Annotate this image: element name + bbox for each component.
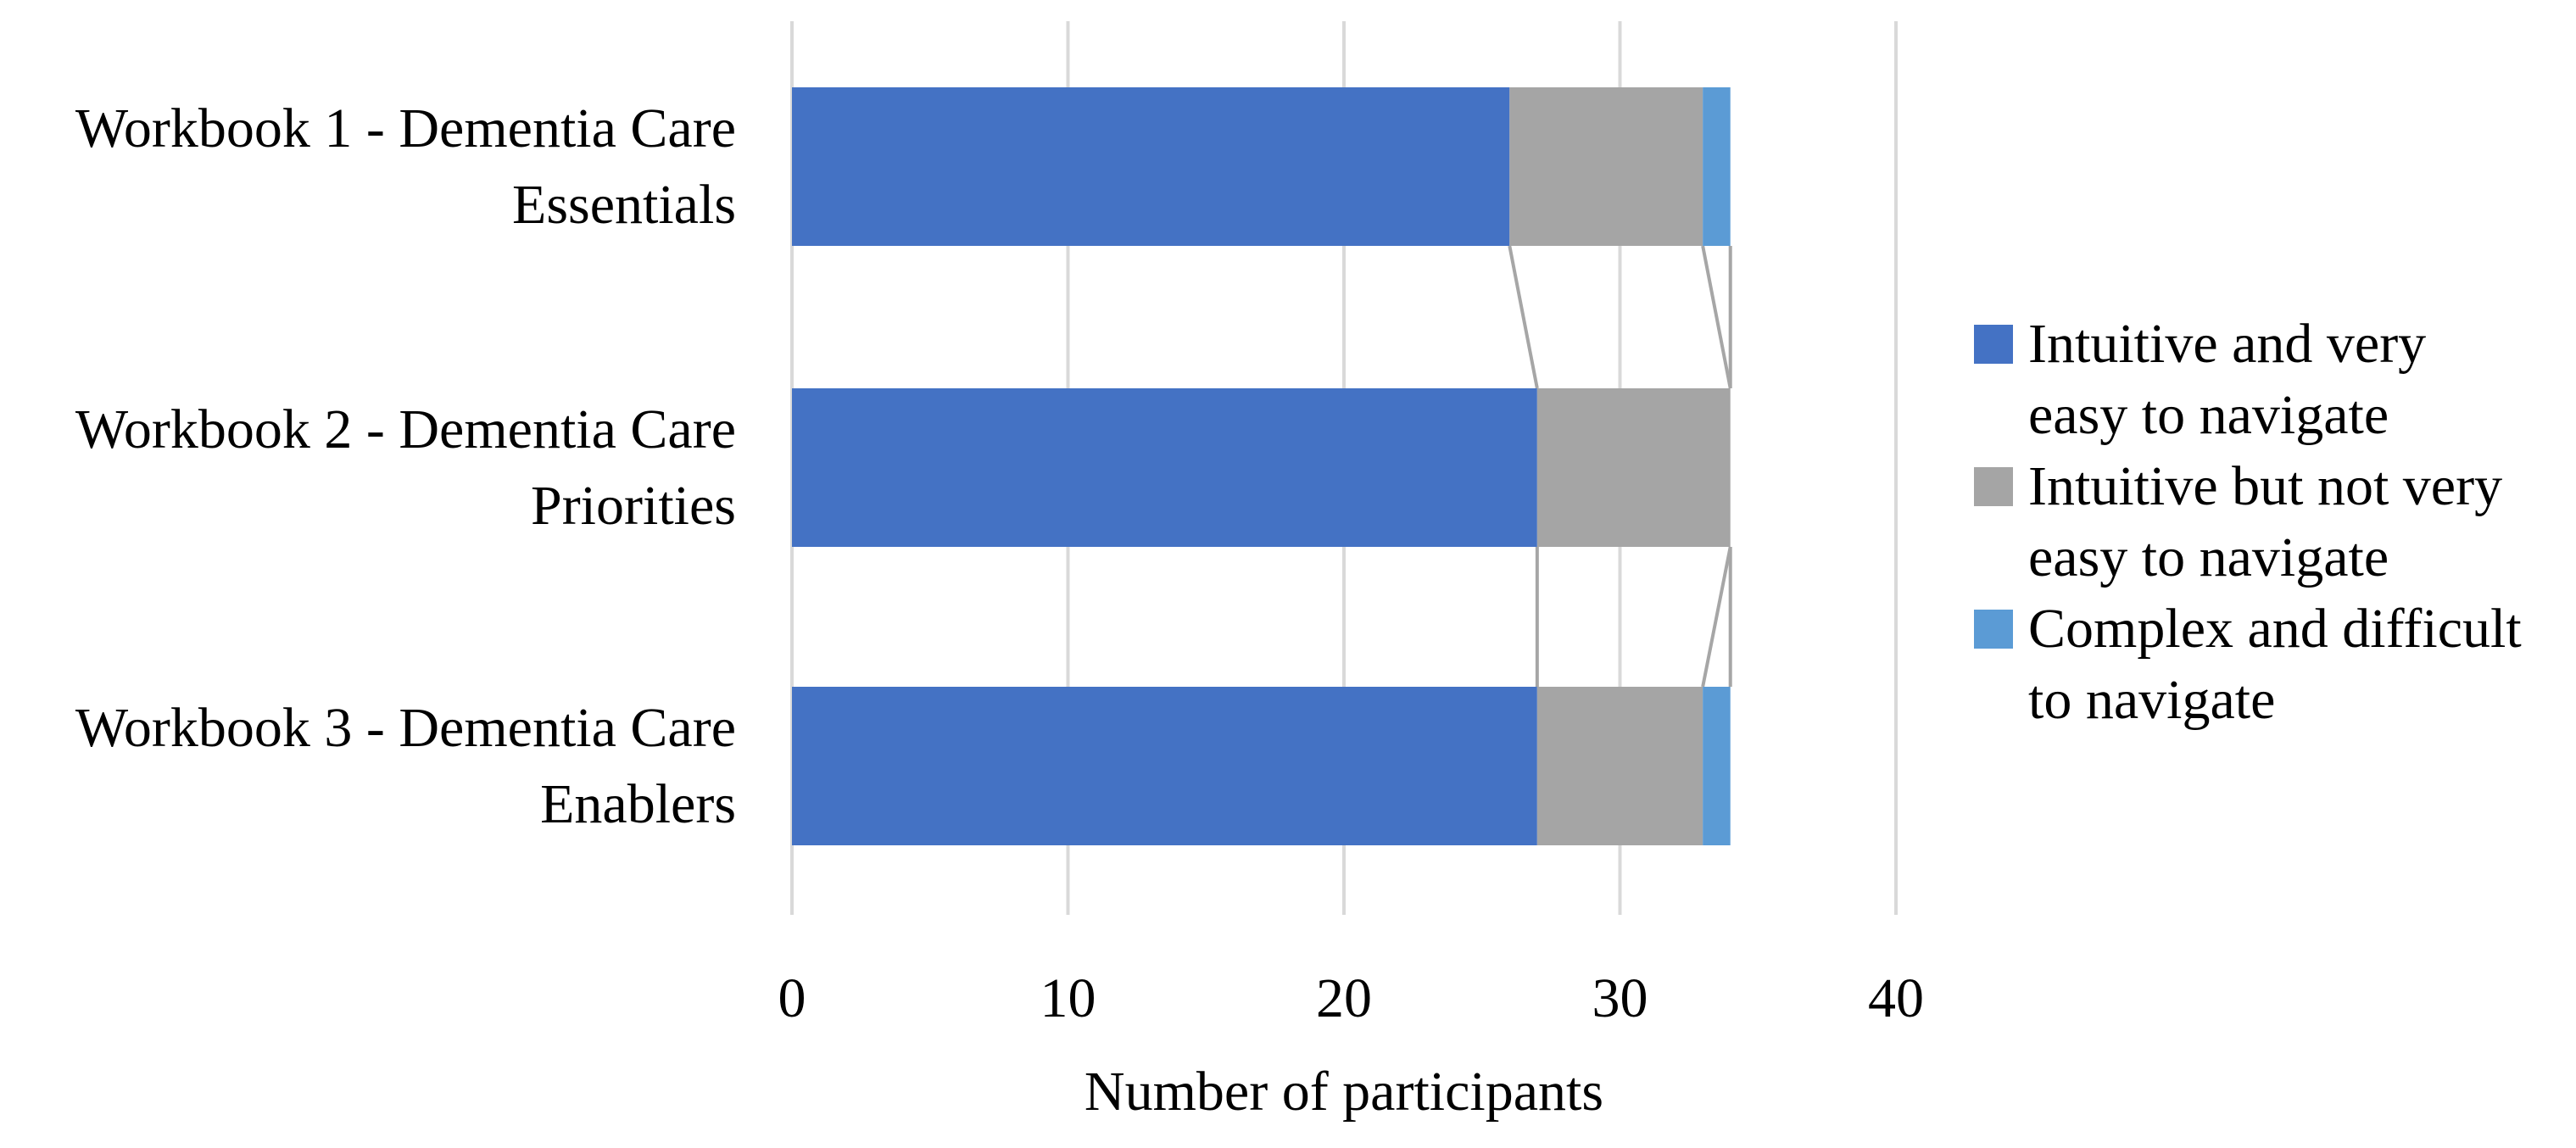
bar-segment — [1536, 388, 1731, 547]
category-label: Workbook 1 - Dementia Care Essentials — [7, 91, 736, 243]
bar-segment — [792, 687, 1537, 845]
category-label-line: Workbook 2 - Dementia Care — [75, 398, 736, 460]
legend-label: Complex and difficult to navigate — [2028, 594, 2522, 736]
bar-segment — [1703, 687, 1731, 845]
category-label-line: Priorities — [531, 474, 736, 537]
series-connector-line — [1701, 245, 1732, 389]
x-tick-label: 0 — [778, 967, 806, 1029]
x-tick-label: 20 — [1316, 967, 1372, 1029]
bar-segment — [792, 388, 1537, 547]
x-tick-label: 10 — [1040, 967, 1096, 1029]
bar-segment — [1536, 687, 1703, 845]
legend-label: Intuitive but not very easy to navigate — [2028, 451, 2502, 594]
legend-label-line: easy to navigate — [2028, 527, 2389, 588]
category-label: Workbook 3 - Dementia Care Enablers — [7, 690, 736, 843]
legend-swatch-icon — [1974, 610, 2013, 649]
legend-item: Intuitive and very easy to navigate — [1974, 309, 2522, 451]
x-tick-label: 40 — [1868, 967, 1924, 1029]
legend-label-line: Intuitive and very — [2028, 313, 2427, 375]
legend-item: Complex and difficult to navigate — [1974, 594, 2522, 736]
legend-label-line: to navigate — [2028, 669, 2276, 731]
legend-item: Intuitive but not very easy to navigate — [1974, 451, 2522, 594]
category-label-line: Essentials — [512, 173, 736, 236]
legend-swatch-icon — [1974, 325, 2013, 364]
category-label-line: Enablers — [540, 772, 736, 835]
category-label: Workbook 2 - Dementia Care Priorities — [7, 392, 736, 544]
x-tick-label: 30 — [1592, 967, 1648, 1029]
category-label-line: Workbook 3 - Dementia Care — [75, 696, 736, 759]
legend-label-line: Complex and difficult — [2028, 598, 2522, 660]
bar-segment — [1703, 87, 1731, 246]
legend: Intuitive and very easy to navigate Intuit… — [1974, 309, 2522, 736]
legend-label: Intuitive and very easy to navigate — [2028, 309, 2426, 451]
category-label-line: Workbook 1 - Dementia Care — [75, 97, 736, 159]
series-connector-line — [1701, 546, 1732, 688]
legend-swatch-icon — [1974, 467, 2013, 506]
legend-label-line: Intuitive but not very — [2028, 455, 2503, 517]
series-connector-line — [1508, 245, 1539, 389]
legend-label-line: easy to navigate — [2028, 384, 2389, 446]
bar-segment — [1509, 87, 1703, 246]
bar-segment — [792, 87, 1510, 246]
x-axis-title: Number of participants — [1084, 1061, 1604, 1123]
